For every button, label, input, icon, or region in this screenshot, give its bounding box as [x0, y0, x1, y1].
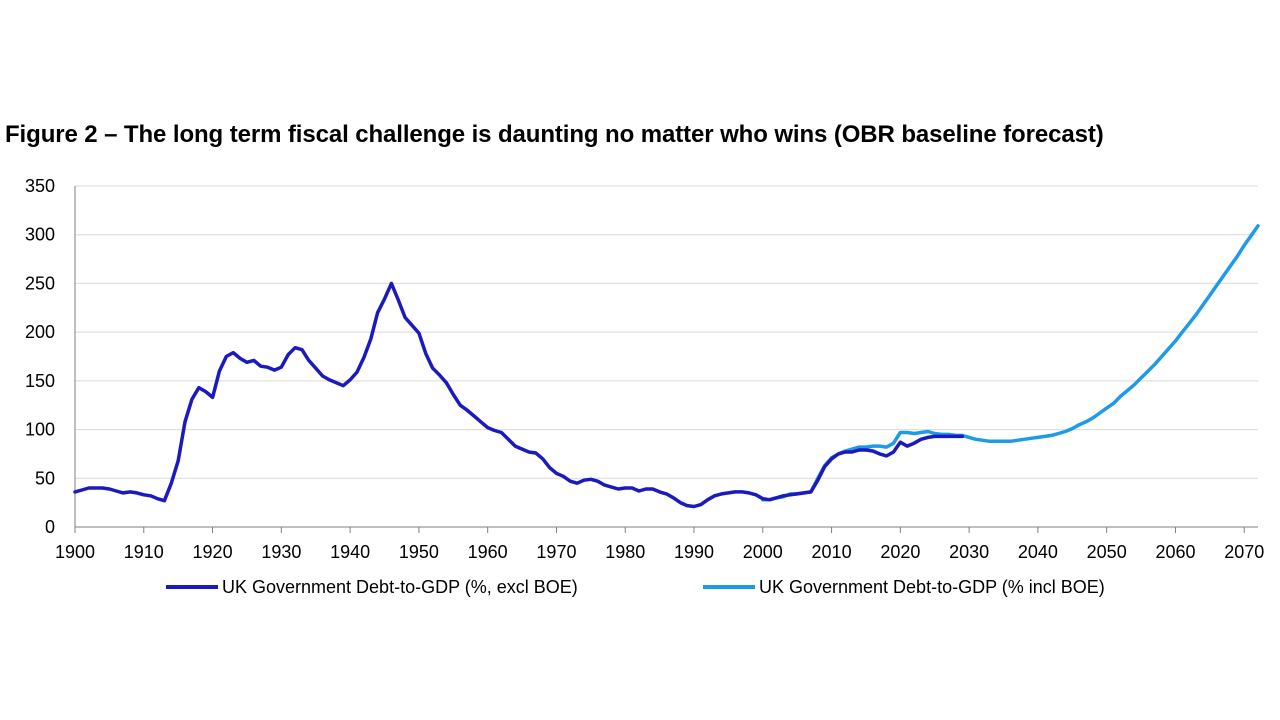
- series-line-excl-boe: [73, 281, 965, 509]
- y-tick-label: 300: [25, 225, 55, 245]
- x-tick-label: 2050: [1087, 542, 1127, 562]
- x-tick-label: 2030: [949, 542, 989, 562]
- y-tick-label: 100: [25, 420, 55, 440]
- y-tick-label: 150: [25, 371, 55, 391]
- series-lines: [73, 224, 1260, 509]
- x-tick-label: 2010: [812, 542, 852, 562]
- x-tick-label: 2060: [1155, 542, 1195, 562]
- x-tick-label: 1940: [330, 542, 370, 562]
- y-tick-label: 250: [25, 273, 55, 293]
- legend-label-incl-boe: UK Government Debt-to-GDP (% incl BOE): [759, 577, 1105, 597]
- y-tick-label: 350: [25, 176, 55, 196]
- x-tick-label: 1900: [55, 542, 95, 562]
- x-tick-label: 1910: [124, 542, 164, 562]
- legend: UK Government Debt-to-GDP (%, excl BOE) …: [166, 577, 1105, 597]
- x-tick-label: 2020: [880, 542, 920, 562]
- x-tick-label: 2070: [1224, 542, 1264, 562]
- gridlines: [75, 185, 1258, 479]
- x-tick-label: 1970: [536, 542, 576, 562]
- x-tick-label: 1990: [674, 542, 714, 562]
- x-tick-label: 1950: [399, 542, 439, 562]
- x-tick-label: 2000: [743, 542, 783, 562]
- x-tick-label: 1960: [468, 542, 508, 562]
- x-tick-label: 1980: [605, 542, 645, 562]
- y-tick-label: 200: [25, 322, 55, 342]
- x-tick-label: 1930: [261, 542, 301, 562]
- x-axis: 1900 1910 1920 1930 1940 1950 1960 1970 1980 1990…: [55, 526, 1264, 562]
- x-tick-label: 1920: [193, 542, 233, 562]
- series-line-incl-boe: [761, 224, 1260, 502]
- y-tick-label: 0: [45, 517, 55, 537]
- y-tick-label: 50: [35, 468, 55, 488]
- legend-label-excl-boe: UK Government Debt-to-GDP (%, excl BOE): [222, 577, 578, 597]
- y-axis: 0 50 100 150 200 250 300 350: [25, 176, 76, 537]
- x-tick-label: 2040: [1018, 542, 1058, 562]
- chart-title: Figure 2 – The long term fiscal challeng…: [5, 121, 1104, 148]
